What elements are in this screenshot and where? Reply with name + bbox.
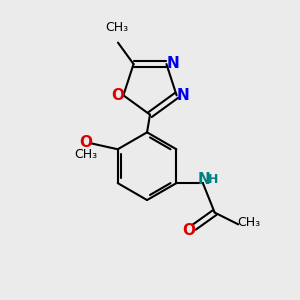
Text: O: O bbox=[112, 88, 124, 103]
Text: CH₃: CH₃ bbox=[74, 148, 97, 161]
Text: CH₃: CH₃ bbox=[237, 216, 260, 230]
Text: N: N bbox=[177, 88, 190, 104]
Text: CH₃: CH₃ bbox=[105, 21, 128, 34]
Text: N: N bbox=[167, 56, 179, 71]
Text: N: N bbox=[198, 172, 210, 187]
Text: H: H bbox=[208, 173, 218, 186]
Text: O: O bbox=[80, 135, 92, 150]
Text: O: O bbox=[182, 223, 195, 238]
